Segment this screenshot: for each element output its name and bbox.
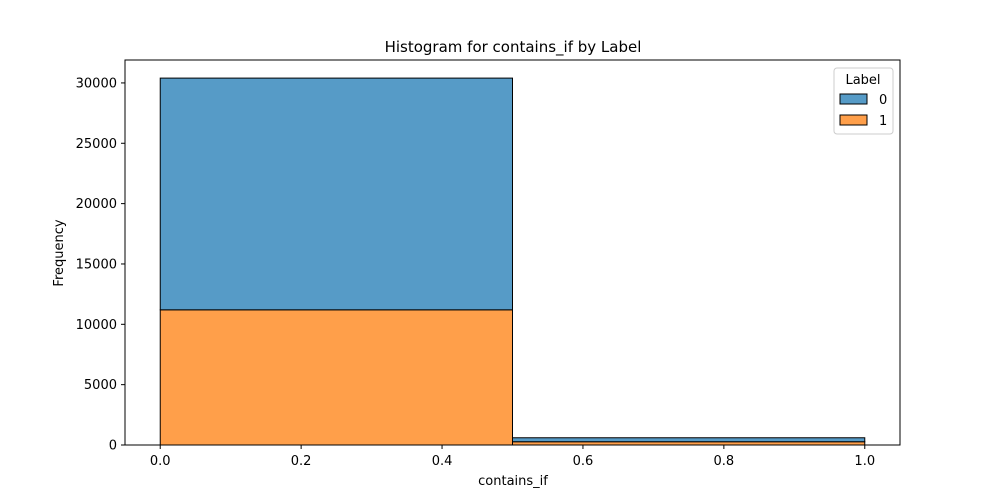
bar-label-0-bin-2 — [512, 437, 866, 443]
y-tick-label: 25000 — [76, 137, 117, 152]
y-tick-label: 30000 — [76, 76, 117, 91]
y-tick-label: 5000 — [84, 378, 117, 393]
y-axis-label: Frequency — [52, 219, 67, 286]
bar-label-0-bin-1 — [159, 77, 514, 311]
y-tick-label: 15000 — [76, 257, 117, 272]
y-tick-label: 20000 — [76, 197, 117, 212]
y-tick-label: 10000 — [76, 318, 117, 333]
x-tick-label: 0.6 — [573, 454, 594, 469]
legend-swatch-0 — [839, 93, 868, 105]
x-axis-label: contains_if — [478, 474, 548, 489]
legend-title: Label — [845, 73, 880, 88]
legend-swatch-1 — [839, 114, 868, 126]
plot-frame — [124, 59, 901, 446]
x-tick-label: 0.0 — [150, 454, 171, 469]
bars-group — [159, 77, 866, 446]
legend: Label 0 1 — [833, 67, 894, 135]
x-tick-label: 0.4 — [432, 454, 453, 469]
bar-label-1-bin-1 — [159, 309, 514, 446]
x-axis-ticks: 0.0 0.2 0.4 0.6 0.8 1.0 — [150, 445, 875, 469]
chart-title: Histogram for contains_if by Label — [385, 38, 642, 57]
x-tick-label: 0.8 — [714, 454, 735, 469]
y-tick-label: 0 — [109, 439, 117, 454]
legend-label-1: 1 — [879, 114, 887, 129]
x-tick-label: 0.2 — [291, 454, 312, 469]
x-tick-label: 1.0 — [854, 454, 875, 469]
legend-label-0: 0 — [879, 93, 887, 108]
y-axis-ticks: 0 5000 10000 15000 20000 25000 30000 — [76, 76, 125, 454]
